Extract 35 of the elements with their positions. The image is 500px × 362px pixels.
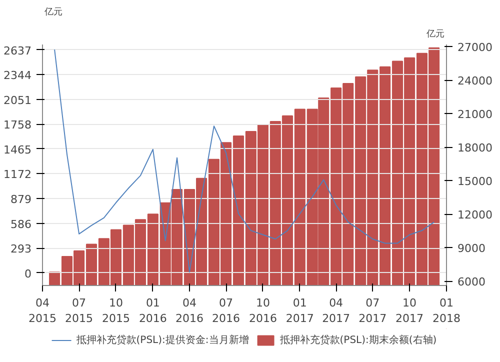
x-tick-label: 04 2015 bbox=[28, 296, 57, 326]
y2-axis-title: 亿元 bbox=[426, 28, 444, 40]
x-tick-label: 04 2016 bbox=[175, 296, 204, 326]
y2-tick-label: 6000 bbox=[458, 276, 486, 289]
x-tick-label: 10 2016 bbox=[248, 296, 277, 326]
x-tick-label: 10 2017 bbox=[396, 296, 424, 326]
y2-tick-label: 12000 bbox=[458, 208, 492, 222]
y2-tick-label: 24000 bbox=[458, 74, 492, 88]
y2-tick-label: 21000 bbox=[458, 108, 492, 122]
y2-tick-label: 18000 bbox=[458, 142, 492, 155]
x-tick-label: 07 2015 bbox=[65, 296, 94, 326]
x-tick-label: 01 2016 bbox=[138, 296, 167, 326]
y-tick-label: 2344 bbox=[4, 69, 32, 82]
y2-tick-label: 27000 bbox=[458, 41, 492, 54]
legend-label: 抵押补充贷款(PSL):提供资金:当月新增 bbox=[76, 334, 249, 347]
x-tick-label: 10 2015 bbox=[102, 296, 130, 326]
y-tick-label: 2051 bbox=[4, 94, 32, 107]
x-tick-label: 01 2017 bbox=[286, 296, 314, 326]
y2-tick-label: 15000 bbox=[458, 175, 492, 188]
y-tick-label: 879 bbox=[10, 192, 32, 206]
x-tick-label: 07 2016 bbox=[212, 296, 240, 326]
legend-label: 抵押补充贷款(PSL):期末余额(右轴) bbox=[280, 334, 437, 347]
y-tick-label: 586 bbox=[10, 218, 32, 231]
x-tick-label: 04 2017 bbox=[322, 296, 350, 326]
x-tick-label: 01 2018 bbox=[432, 296, 461, 326]
line-series bbox=[54, 49, 435, 272]
y-tick-label: 1465 bbox=[4, 143, 32, 156]
y-tick-label: 1172 bbox=[4, 168, 32, 182]
y-axis-title: 亿元 bbox=[44, 6, 62, 18]
y-tick-label: 0 bbox=[24, 267, 32, 280]
y-tick-label: 1758 bbox=[4, 118, 32, 132]
y-tick-label: 293 bbox=[10, 242, 32, 256]
y-tick-label: 2637 bbox=[4, 44, 32, 58]
y2-tick-label: 9000 bbox=[458, 242, 486, 256]
x-tick-label: 07 2017 bbox=[358, 296, 387, 326]
